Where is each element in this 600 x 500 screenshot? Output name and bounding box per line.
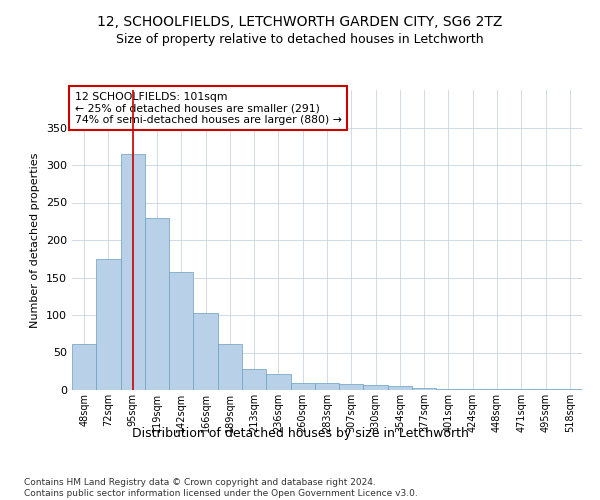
Bar bbox=[145, 218, 169, 390]
Bar bbox=[290, 383, 315, 390]
Bar bbox=[242, 369, 266, 390]
Bar bbox=[315, 382, 339, 390]
Bar bbox=[412, 388, 436, 390]
Bar bbox=[169, 272, 193, 390]
Text: 12 SCHOOLFIELDS: 101sqm
← 25% of detached houses are smaller (291)
74% of semi-d: 12 SCHOOLFIELDS: 101sqm ← 25% of detache… bbox=[74, 92, 341, 124]
Bar bbox=[218, 344, 242, 390]
Y-axis label: Number of detached properties: Number of detached properties bbox=[31, 152, 40, 328]
Bar bbox=[485, 389, 509, 390]
Text: Size of property relative to detached houses in Letchworth: Size of property relative to detached ho… bbox=[116, 32, 484, 46]
Text: 12, SCHOOLFIELDS, LETCHWORTH GARDEN CITY, SG6 2TZ: 12, SCHOOLFIELDS, LETCHWORTH GARDEN CITY… bbox=[97, 15, 503, 29]
Bar bbox=[509, 389, 533, 390]
Bar bbox=[72, 344, 96, 390]
Text: Contains HM Land Registry data © Crown copyright and database right 2024.
Contai: Contains HM Land Registry data © Crown c… bbox=[24, 478, 418, 498]
Bar bbox=[461, 388, 485, 390]
Bar bbox=[364, 385, 388, 390]
Bar bbox=[96, 259, 121, 390]
Bar bbox=[339, 384, 364, 390]
Text: Distribution of detached houses by size in Letchworth: Distribution of detached houses by size … bbox=[131, 428, 469, 440]
Bar bbox=[193, 313, 218, 390]
Bar bbox=[533, 388, 558, 390]
Bar bbox=[266, 374, 290, 390]
Bar bbox=[121, 154, 145, 390]
Bar bbox=[558, 389, 582, 390]
Bar bbox=[436, 388, 461, 390]
Bar bbox=[388, 386, 412, 390]
